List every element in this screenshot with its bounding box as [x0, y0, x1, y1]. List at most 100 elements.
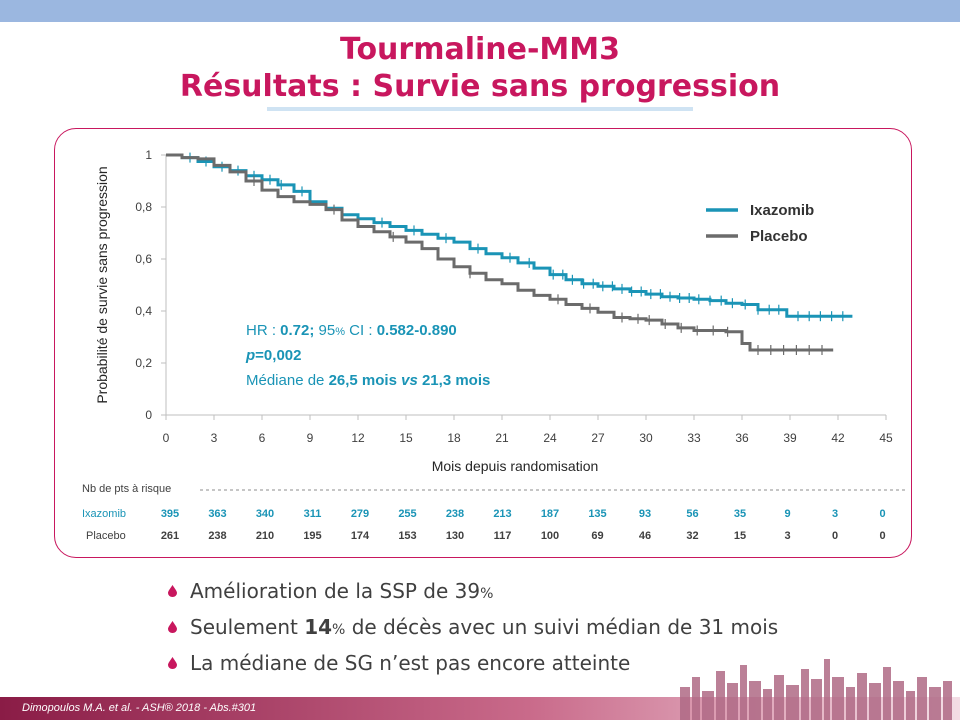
risk-value-ixazomib: 93: [639, 508, 651, 520]
ci-value: 0.582-0.890: [377, 322, 457, 339]
x-tick-label: 30: [639, 431, 653, 445]
median-prefix: Médiane de: [246, 372, 329, 389]
risk-value-placebo: 0: [879, 530, 885, 542]
p-label: p: [245, 347, 255, 364]
bullet-item-3: La médiane de SG n’est pas encore attein…: [168, 650, 778, 686]
slide-subtitle: Résultats : Survie sans progression: [179, 69, 781, 104]
risk-value-placebo: 195: [303, 530, 321, 542]
risk-value-placebo: 100: [541, 530, 559, 542]
p-value: =0,002: [255, 347, 301, 364]
bullet-1-text: Amélioration de la SSP de 39: [190, 579, 481, 603]
risk-value-placebo: 130: [446, 530, 464, 542]
legend-placebo-label: Placebo: [750, 228, 808, 245]
bullet-2-pct: %: [332, 622, 346, 638]
x-ticks: 0 3 6 9 12 15 18 21 24 27 30 33 36 39 42 45: [163, 415, 893, 445]
slide-title: Tourmaline-MM3: [339, 32, 621, 67]
risk-value-ixazomib: 35: [734, 508, 746, 520]
x-tick-label: 15: [399, 431, 413, 445]
x-tick-label: 18: [447, 431, 461, 445]
hr-prefix: HR :: [246, 322, 280, 339]
km-curve-placebo: [166, 153, 834, 352]
risk-value-placebo: 0: [832, 530, 838, 542]
x-tick-label: 27: [591, 431, 605, 445]
bullet-item-1: Amélioration de la SSP de 39%: [168, 578, 778, 614]
bullet-2-bold: 14: [304, 615, 333, 639]
legend: Ixazomib Placebo: [706, 202, 814, 245]
risk-value-placebo: 238: [208, 530, 226, 542]
drop-bullet-icon: [168, 657, 177, 669]
bullet-item-2: Seulement 14% de décès avec un suivi méd…: [168, 614, 778, 650]
ci-prefix: 95: [314, 322, 335, 339]
survival-curves: [166, 152, 853, 355]
risk-value-ixazomib: 56: [686, 508, 698, 520]
x-axis-label: Mois depuis randomisation: [432, 458, 599, 474]
km-curve-ixazomib: [166, 153, 853, 318]
risk-value-ixazomib: 363: [208, 508, 226, 520]
risk-value-placebo: 117: [494, 530, 512, 542]
risk-value-placebo: 261: [161, 530, 179, 542]
y-tick-label: 1: [145, 148, 152, 162]
footer-citation: Dimopoulos M.A. et al. - ASH® 2018 - Abs…: [22, 702, 257, 714]
risk-value-placebo: 174: [351, 530, 370, 542]
x-tick-label: 39: [783, 431, 797, 445]
risk-value-ixazomib: 3: [832, 508, 838, 520]
median-ixazomib: 26,5 mois: [329, 372, 397, 389]
risk-value-ixazomib: 279: [351, 508, 369, 520]
drop-bullet-icon: [168, 621, 177, 633]
y-tick-label: 0,8: [135, 200, 152, 214]
risk-value-ixazomib: 311: [304, 508, 322, 520]
median-line: Médiane de 26,5 mois vs 21,3 mois: [246, 372, 490, 389]
stats-annotation: HR : 0.72; 95% CI : 0.582-0.890 p=0,002 …: [245, 322, 490, 389]
x-tick-label: 24: [543, 431, 557, 445]
skyline-decoration: [680, 659, 952, 720]
risk-value-ixazomib: 135: [588, 508, 606, 520]
risk-value-ixazomib: 9: [784, 508, 790, 520]
y-axis-label: Probabilité de survie sans progression: [94, 166, 110, 403]
x-tick-label: 33: [687, 431, 701, 445]
bullet-3-text: La médiane de SG n’est pas encore attein…: [190, 651, 631, 675]
x-tick-label: 36: [735, 431, 749, 445]
risk-value-placebo: 153: [398, 530, 416, 542]
x-tick-label: 9: [307, 431, 314, 445]
y-ticks: 0 0,2 0,4 0,6 0,8 1: [135, 148, 166, 422]
risk-row-label-ixazomib: Ixazomib: [82, 508, 126, 520]
y-tick-label: 0,4: [135, 304, 152, 318]
x-tick-label: 3: [211, 431, 218, 445]
risk-value-placebo: 69: [591, 530, 603, 542]
bullet-2-prefix: Seulement: [190, 615, 305, 639]
risk-value-placebo: 46: [639, 530, 651, 542]
risk-value-placebo: 15: [734, 530, 746, 542]
ci-label: CI :: [345, 322, 377, 339]
risk-table-title: Nb de pts à risque: [82, 483, 171, 495]
y-tick-label: 0: [145, 408, 152, 422]
hr-value: 0.72;: [280, 322, 314, 339]
bullet-1-pct: %: [480, 586, 494, 602]
risk-value-placebo: 32: [686, 530, 698, 542]
y-tick-label: 0,6: [135, 252, 152, 266]
ci-pct: %: [335, 326, 345, 338]
risk-value-ixazomib: 238: [446, 508, 464, 520]
risk-value-ixazomib: 395: [161, 508, 179, 520]
x-tick-label: 12: [351, 431, 365, 445]
risk-value-ixazomib: 187: [541, 508, 559, 520]
risk-row-label-placebo: Placebo: [86, 530, 126, 542]
risk-value-ixazomib: 0: [879, 508, 885, 520]
x-tick-label: 0: [163, 431, 170, 445]
risk-table-values: 395 363 340 311 279 255 238 213 187 135 93 56 35 9 3 02…: [161, 508, 886, 542]
legend-ixazomib-label: Ixazomib: [750, 202, 814, 219]
x-tick-label: 42: [831, 431, 845, 445]
x-tick-label: 45: [879, 431, 893, 445]
x-tick-label: 21: [495, 431, 509, 445]
y-tick-label: 0,2: [135, 356, 152, 370]
risk-value-ixazomib: 213: [493, 508, 511, 520]
drop-bullet-icon: [168, 585, 177, 597]
p-line: p=0,002: [245, 347, 301, 364]
median-vs: vs: [397, 372, 422, 389]
risk-value-ixazomib: 340: [256, 508, 274, 520]
title-underline: [267, 107, 693, 111]
bullet-list: Amélioration de la SSP de 39% Seulement …: [168, 578, 778, 686]
median-placebo: 21,3 mois: [422, 372, 490, 389]
x-tick-label: 6: [259, 431, 266, 445]
risk-value-placebo: 210: [256, 530, 274, 542]
